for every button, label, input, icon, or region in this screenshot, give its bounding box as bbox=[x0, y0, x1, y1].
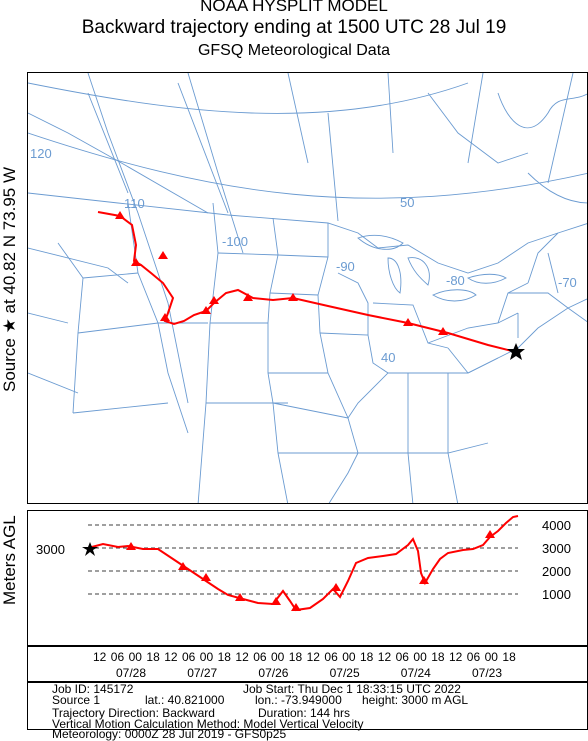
trajectory-duration: Duration: 144 hrs bbox=[258, 706, 351, 720]
trajectory-marker bbox=[131, 258, 141, 266]
hour-tick-label: 18 bbox=[146, 650, 160, 664]
map-boundaries bbox=[28, 73, 587, 503]
hour-tick-label: 06 bbox=[182, 650, 196, 664]
lon-label-70: -70 bbox=[558, 275, 577, 290]
height-marker bbox=[485, 530, 495, 538]
source-name: Source 1 bbox=[52, 693, 101, 707]
height-tick-label: 4000 bbox=[542, 518, 571, 533]
date-tick-label: 07/27 bbox=[187, 666, 217, 680]
map-svg: 120 110 -100 -90 -80 -70 50 40 bbox=[28, 73, 587, 503]
height-markers bbox=[126, 530, 495, 611]
hour-tick-label: 00 bbox=[200, 650, 214, 664]
trajectory-marker bbox=[403, 318, 413, 326]
date-tick-label: 07/23 bbox=[472, 666, 502, 680]
source-height: height: 3000 m AGL bbox=[362, 693, 469, 707]
trajectory-marker bbox=[243, 293, 253, 301]
trajectory-direction: Trajectory Direction: Backward bbox=[52, 706, 215, 720]
hour-labels: 12 06 00 18 12 06 00 18 12 06 00 18 12 06 00 18 12 06 00 18… bbox=[93, 650, 516, 664]
height-tick-label: 3000 bbox=[542, 541, 571, 556]
date-tick-label: 07/26 bbox=[258, 666, 288, 680]
height-marker bbox=[419, 576, 429, 584]
height-svg: 3000 4000 3000 2000 1000 bbox=[36, 515, 571, 612]
trajectory-marker bbox=[160, 313, 170, 321]
height-marker bbox=[271, 597, 281, 605]
trajectory-map: 120 110 -100 -90 -80 -70 50 40 bbox=[27, 72, 588, 504]
height-gridlines bbox=[88, 524, 518, 595]
lon-label-90: -90 bbox=[336, 259, 355, 274]
hour-tick-label: 06 bbox=[111, 650, 125, 664]
hour-tick-label: 12 bbox=[93, 650, 107, 664]
hour-tick-label: 00 bbox=[129, 650, 143, 664]
hour-tick-label: 18 bbox=[289, 650, 303, 664]
height-marker bbox=[178, 562, 188, 570]
source-lon: lon.: -73.949000 bbox=[255, 693, 342, 707]
height-marker bbox=[126, 542, 136, 550]
graticule-labels: 120 110 -100 -90 -80 -70 50 40 bbox=[30, 146, 577, 365]
date-tick-label: 07/28 bbox=[116, 666, 146, 680]
height-profile-line bbox=[87, 515, 519, 612]
height-marker bbox=[235, 593, 245, 601]
lon-label-120: 120 bbox=[30, 146, 52, 161]
height-tick-label: 2000 bbox=[542, 564, 571, 579]
hour-tick-label: 06 bbox=[324, 650, 338, 664]
job-start: Job Start: Thu Dec 1 18:33:15 UTC 2022 bbox=[243, 682, 461, 696]
trajectory-marker bbox=[158, 251, 168, 259]
height-marker bbox=[201, 573, 211, 581]
time-axis: 12 06 00 18 12 06 00 18 12 06 00 18 12 06 00 18 12 06 00 18… bbox=[27, 646, 588, 682]
hour-tick-label: 00 bbox=[271, 650, 285, 664]
hour-tick-label: 12 bbox=[378, 650, 392, 664]
lat-label-50: 50 bbox=[400, 195, 414, 210]
hour-tick-label: 18 bbox=[360, 650, 374, 664]
hour-tick-label: 12 bbox=[449, 650, 463, 664]
job-info-panel: Job ID: 145172 Job Start: Thu Dec 1 18:3… bbox=[27, 682, 588, 740]
trajectory-marker bbox=[209, 296, 219, 304]
source-location-label: Source ★ at 40.82 N 73.95 W bbox=[0, 166, 19, 392]
height-profile-panel: 3000 4000 3000 2000 1000 bbox=[27, 510, 588, 646]
hour-tick-label: 06 bbox=[396, 650, 410, 664]
hour-tick-label: 18 bbox=[431, 650, 445, 664]
title-meteorology: GFSQ Meteorological Data bbox=[197, 42, 391, 59]
title-trajectory: Backward trajectory ending at 1500 UTC 2… bbox=[81, 17, 507, 38]
lon-label-110: 110 bbox=[124, 196, 145, 211]
hour-tick-label: 18 bbox=[502, 650, 516, 664]
trajectory-markers bbox=[115, 211, 448, 335]
hour-tick-label: 00 bbox=[413, 650, 427, 664]
star-icon bbox=[82, 542, 98, 556]
date-tick-label: 07/25 bbox=[330, 666, 360, 680]
vertical-motion-method: Vertical Motion Calculation Method: Mode… bbox=[52, 717, 364, 731]
height-marker bbox=[291, 603, 301, 611]
hour-tick-label: 12 bbox=[164, 650, 178, 664]
trajectory-marker bbox=[438, 327, 448, 335]
lon-label-80: -80 bbox=[446, 273, 465, 288]
job-id: Job ID: 145172 bbox=[52, 682, 134, 696]
star-icon bbox=[507, 343, 525, 360]
start-height-label: 3000 bbox=[36, 542, 65, 557]
height-tick-label: 1000 bbox=[542, 587, 571, 602]
source-lat: lat.: 40.821000 bbox=[145, 693, 225, 707]
date-labels: 07/28 07/27 07/26 07/25 07/24 07/23 bbox=[116, 666, 502, 680]
hour-tick-label: 00 bbox=[485, 650, 499, 664]
lon-label-100: -100 bbox=[222, 234, 248, 249]
height-axis-label: Meters AGL bbox=[0, 515, 19, 605]
title-model: NOAA HYSPLIT MODEL bbox=[200, 0, 388, 15]
height-marker bbox=[331, 583, 341, 591]
date-tick-label: 07/24 bbox=[401, 666, 431, 680]
time-axis-svg: 12 06 00 18 12 06 00 18 12 06 00 18 12 06 00 18 12 06 00 18… bbox=[93, 650, 516, 680]
trajectory-marker bbox=[201, 306, 211, 314]
height-tick-labels: 4000 3000 2000 1000 bbox=[542, 518, 571, 602]
trajectory-marker bbox=[115, 211, 125, 219]
hour-tick-label: 06 bbox=[253, 650, 267, 664]
hour-tick-label: 00 bbox=[342, 650, 356, 664]
trajectory-marker bbox=[288, 293, 298, 301]
lat-label-40: 40 bbox=[381, 350, 395, 365]
hour-tick-label: 06 bbox=[467, 650, 481, 664]
hour-tick-label: 18 bbox=[218, 650, 232, 664]
hour-tick-label: 12 bbox=[235, 650, 249, 664]
hour-tick-label: 12 bbox=[307, 650, 321, 664]
